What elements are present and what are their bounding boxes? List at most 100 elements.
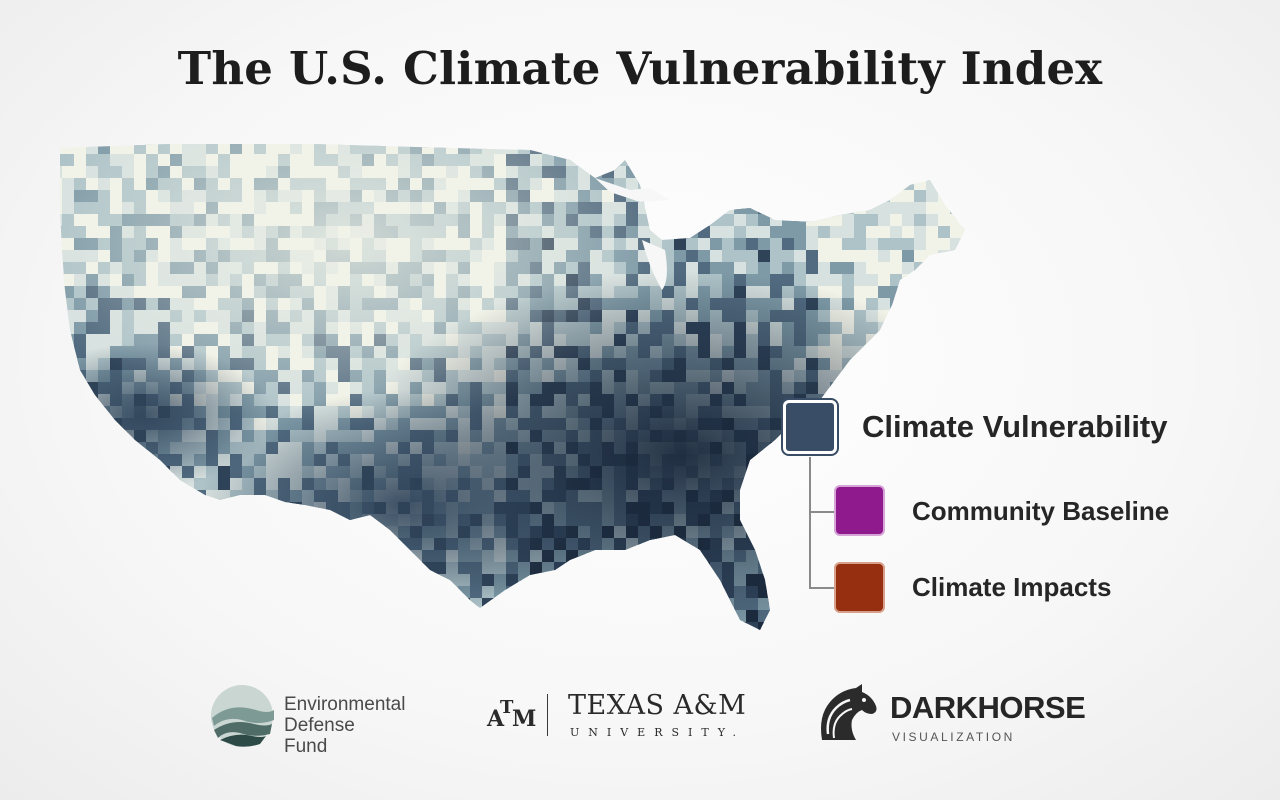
county-cell [194,538,212,553]
county-cell [866,634,884,650]
county-cell [206,514,227,535]
county-cell [110,562,122,574]
county-cell [338,562,354,577]
county-cell [698,130,714,143]
county-cell [362,526,374,546]
county-cell [110,646,126,650]
county-cell [74,550,90,564]
county-cell [950,190,965,203]
county-cell [74,394,88,411]
county-cell [122,502,139,519]
county-cell [62,526,77,540]
county-cell [566,610,583,629]
county-cell [650,598,667,613]
county-cell [794,144,809,149]
county-cell [902,130,914,142]
county-cell [98,490,114,510]
legend-label-climate-vulnerability: Climate Vulnerability [862,409,1168,444]
county-cell [950,334,965,352]
county-cell [962,154,965,172]
county-cell [542,610,559,628]
county-cell [962,250,965,263]
county-cell [842,190,861,210]
county-cell [650,634,665,650]
county-cell [686,166,699,178]
county-cell [74,538,88,556]
county-cell [194,550,207,563]
county-cell [530,622,549,630]
county-cell [650,214,664,226]
county-cell [806,202,824,222]
county-cell [662,178,674,191]
county-cell [122,478,134,494]
county-cell [194,502,215,514]
county-cell [602,586,617,603]
county-cell [650,610,664,630]
county-cell [626,646,647,650]
county-cell [626,562,647,579]
county-cell [98,574,119,588]
county-cell [74,418,87,439]
county-cell [878,622,891,630]
county-cell [62,382,79,398]
county-cell [230,598,248,612]
county-cell [98,610,110,625]
county-cell [314,586,329,602]
county-cell [206,526,223,547]
darkhorse-name: DARKHORSE [890,690,1086,725]
county-cell [254,610,269,626]
county-cell [518,634,534,650]
county-cell [242,526,257,540]
county-cell [758,178,774,190]
county-cell [974,250,980,268]
county-cell [398,550,412,568]
county-cell [254,502,268,516]
county-cell [74,490,88,505]
county-cell [410,598,427,619]
county-cell [302,634,323,648]
county-cell [974,358,980,378]
county-cell [326,646,345,650]
county-cell [386,130,402,143]
county-cell [314,646,334,650]
county-cell [950,262,965,277]
edf-wave-icon [211,685,274,747]
county-cell [110,550,128,567]
county-cell [638,622,658,630]
county-cell [962,334,965,355]
county-cell [50,646,62,650]
county-cell [60,466,67,483]
county-cell [146,550,164,569]
county-cell [158,562,179,580]
county-cell [974,298,980,318]
county-cell [914,154,934,170]
county-cell [710,144,731,151]
county-cell [278,610,296,630]
county-cell [134,144,147,147]
county-cell [938,178,950,194]
county-cell [662,598,682,619]
county-cell [218,562,232,575]
county-cell [182,538,197,558]
county-cell [830,646,845,650]
county-cell [890,622,905,630]
county-cell [494,622,510,630]
county-cell [290,550,309,562]
county-cell [410,144,423,146]
county-cell [746,478,764,490]
county-cell [650,574,671,587]
county-cell [98,538,118,551]
county-cell [974,646,980,650]
county-cell [926,298,941,313]
county-cell [758,144,776,158]
county-cell [434,610,452,627]
county-cell [506,598,519,611]
county-cell [170,646,188,650]
county-cell [338,574,355,591]
county-cell [638,550,659,568]
county-cell [890,144,910,162]
county-cell [638,562,656,578]
county-cell [386,562,401,582]
county-cell [878,634,894,650]
county-cell [938,322,951,339]
